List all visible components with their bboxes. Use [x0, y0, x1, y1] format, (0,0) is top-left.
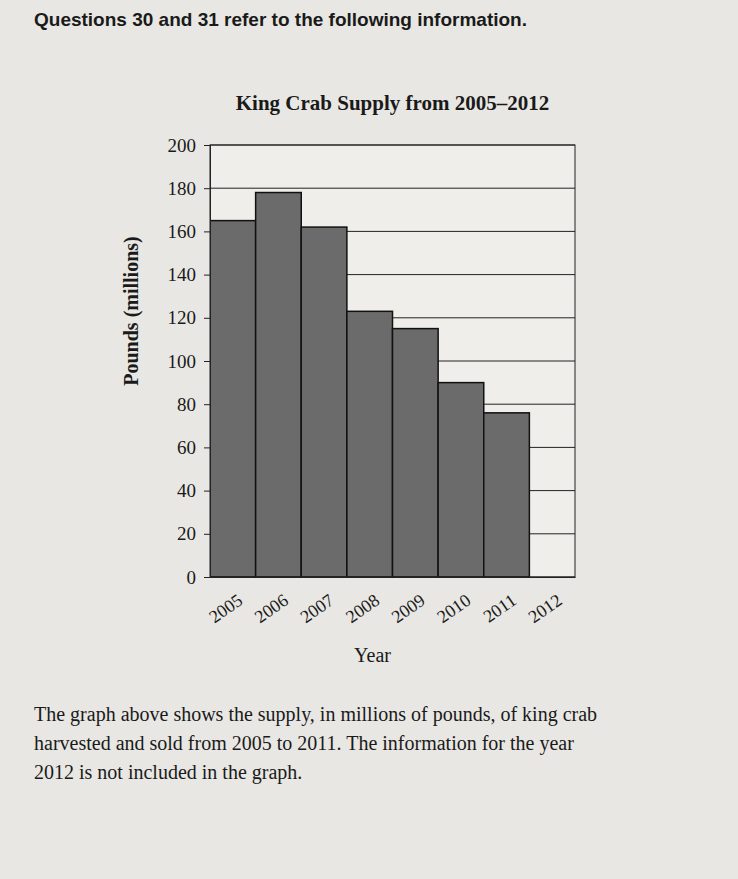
tick: 20 [177, 523, 210, 544]
tick: 180 [168, 178, 211, 199]
tick-mark [204, 577, 210, 578]
tick-label: 180 [168, 178, 197, 199]
tick-mark [204, 145, 210, 146]
tick: 2010 [433, 577, 474, 627]
tick: 0 [187, 567, 211, 588]
bar [393, 329, 439, 577]
tick-mark [204, 361, 210, 362]
bar [301, 227, 347, 577]
tick-label: 100 [168, 351, 197, 372]
tick-mark [204, 534, 210, 535]
plot-frame [210, 145, 575, 577]
axis-line [204, 146, 211, 578]
tick-label: 2006 [251, 590, 292, 627]
tick-label: 2008 [342, 590, 383, 627]
tick-label: 120 [168, 307, 197, 328]
bar [256, 193, 302, 577]
axis-line [211, 577, 576, 578]
tick-mark [204, 318, 210, 319]
tick-label: 2005 [205, 590, 246, 627]
caption: The graph above shows the supply, in mil… [34, 700, 614, 787]
title: King Crab Supply from 2005–2012 [236, 91, 550, 115]
tick: 2009 [388, 577, 429, 627]
x-axis: 20052006200720082009201020112012 [205, 577, 575, 627]
tick-mark [204, 188, 210, 189]
bar [210, 221, 256, 577]
tick-label: 60 [177, 437, 196, 458]
tick: 60 [177, 437, 210, 458]
tick-label: 2007 [296, 590, 337, 627]
grid-line [210, 188, 575, 189]
tick-label: 2011 [479, 590, 519, 627]
heading: Questions 30 and 31 refer to the followi… [34, 8, 554, 32]
tick: 80 [177, 394, 210, 415]
tick-label: 20 [177, 523, 196, 544]
y-axis: 0 20 40 60 80 100 120 140 160 180 200 [168, 135, 211, 588]
tick: 40 [177, 480, 210, 501]
tick-label: 40 [177, 480, 196, 501]
tick-mark [204, 275, 210, 276]
tick-mark [204, 447, 210, 448]
tick-label: 140 [168, 264, 197, 285]
tick-label: 2009 [388, 590, 429, 627]
tick: 2007 [296, 577, 337, 627]
tick: 2011 [479, 577, 519, 627]
y-label: Pounds (millions) [120, 236, 143, 385]
x-label: Year [354, 644, 391, 666]
bar [347, 311, 393, 577]
tick-mark [204, 231, 210, 232]
tick: 2006 [251, 577, 292, 627]
tick: 100 [168, 351, 211, 372]
tick: 2008 [342, 577, 383, 627]
bar [438, 383, 484, 577]
tick-mark [204, 491, 210, 492]
tick-label: 0 [187, 567, 197, 588]
tick-label: 2010 [433, 590, 474, 627]
tick: 200 [168, 135, 211, 156]
tick: 2012 [525, 577, 566, 627]
chart: 0204060801001201401601802002005200620072… [0, 0, 738, 879]
grid [210, 145, 575, 577]
bar [484, 413, 530, 577]
tick: 2005 [205, 577, 246, 627]
tick: 120 [168, 307, 211, 328]
tick-label: 80 [177, 394, 196, 415]
bars [210, 193, 529, 577]
tick-label: 2012 [525, 590, 566, 627]
tick-label: 200 [168, 135, 197, 156]
tick: 140 [168, 264, 211, 285]
tick-label: 160 [168, 221, 197, 242]
tick: 160 [168, 221, 211, 242]
tick-mark [204, 404, 210, 405]
plot-background [210, 145, 575, 577]
